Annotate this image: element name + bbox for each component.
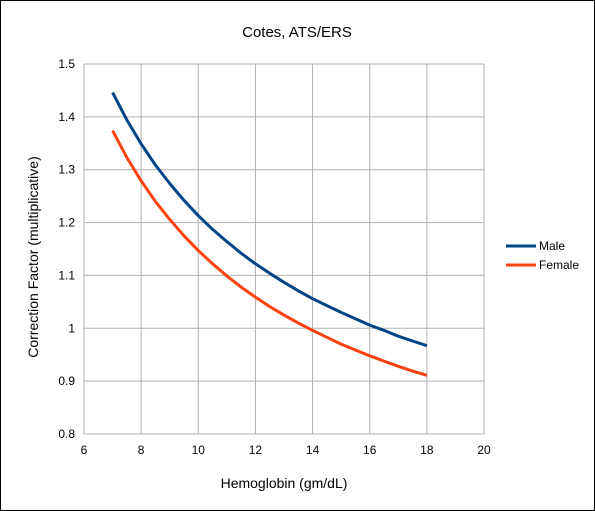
x-tick-label: 8: [138, 443, 145, 457]
y-tick-label: 1.3: [58, 163, 75, 177]
x-tick-label: 20: [477, 443, 491, 457]
series-line-female: [111, 129, 428, 377]
series-line-male: [111, 91, 428, 348]
y-tick-label: 0.9: [58, 374, 75, 388]
x-tick-label: 12: [249, 443, 263, 457]
series-lines: [111, 91, 428, 377]
y-tick-label: 1.5: [58, 57, 75, 71]
x-axis-label: Hemoglobin (gm/dL): [221, 475, 348, 491]
x-tick-label: 18: [420, 443, 434, 457]
legend: Male Female: [506, 239, 579, 272]
y-tick-label: 1.2: [58, 216, 75, 230]
grid: [83, 63, 485, 435]
y-axis-label: Correction Factor (multiplicative): [25, 156, 41, 358]
legend-label-male: Male: [539, 239, 565, 253]
x-tick-label: 16: [363, 443, 377, 457]
y-tick-label: 0.8: [58, 427, 75, 441]
x-tick-label: 6: [81, 443, 88, 457]
y-tick-label: 1.1: [58, 268, 75, 282]
chart-title: Cotes, ATS/ERS: [242, 24, 352, 41]
x-tick-label: 10: [192, 443, 206, 457]
x-tick-label: 14: [306, 443, 320, 457]
y-axis-ticks: 0.8 0.9 1 1.1 1.2 1.3 1.4 1.5: [58, 57, 75, 441]
legend-label-female: Female: [539, 258, 579, 272]
y-tick-label: 1: [68, 321, 75, 335]
y-tick-label: 1.4: [58, 110, 75, 124]
x-axis-ticks: 6 8 10 12 14 16 18 20: [81, 443, 491, 457]
